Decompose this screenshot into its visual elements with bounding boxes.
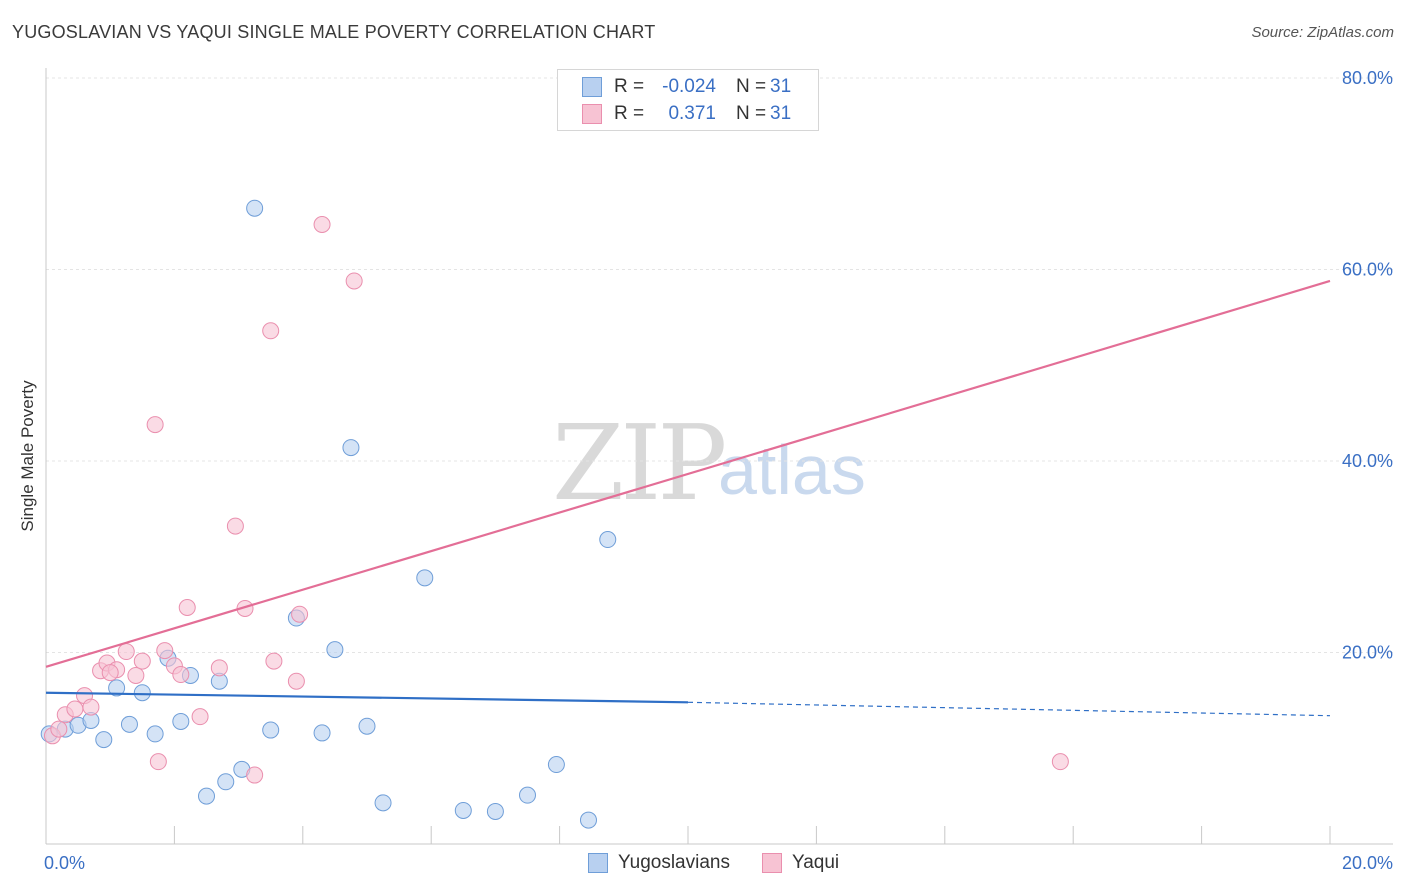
data-point-blue — [454, 801, 472, 819]
data-point-pink — [191, 708, 209, 726]
n-label: N = — [736, 103, 767, 124]
data-point-pink — [149, 753, 167, 771]
data-point-pink — [226, 517, 244, 535]
data-point-blue — [146, 725, 164, 743]
r-label: R = — [614, 76, 645, 97]
data-point-blue — [217, 773, 235, 791]
data-point-pink — [265, 652, 283, 670]
data-point-pink — [117, 643, 135, 661]
data-point-blue — [416, 569, 434, 587]
legend-swatch-blue — [582, 77, 602, 97]
y-tick-label: 40.0% — [1342, 451, 1393, 471]
r-value: -0.024 — [662, 76, 716, 97]
data-point-blue — [313, 724, 331, 742]
legend-swatch-pink — [582, 104, 602, 124]
data-point-pink — [101, 664, 119, 682]
legend-swatch-pink — [761, 853, 782, 873]
data-point-blue — [374, 794, 392, 812]
series-legend: Yugoslavians Yaqui — [588, 852, 871, 874]
data-point-blue — [262, 721, 280, 739]
data-point-pink — [50, 720, 68, 738]
r-value: 0.371 — [668, 103, 716, 124]
data-point-pink — [127, 666, 145, 684]
data-point-pink — [287, 672, 305, 690]
data-point-pink — [156, 642, 174, 660]
y-tick-label: 20.0% — [1342, 643, 1393, 663]
data-point-pink — [210, 659, 228, 677]
x-tick-label: 0.0% — [44, 853, 85, 873]
legend-row-yaqui: R = 0.371 N = 31 — [582, 101, 791, 127]
data-point-pink — [178, 598, 196, 616]
x-tick-label: 20.0% — [1342, 853, 1393, 873]
data-point-pink — [1051, 753, 1069, 771]
data-point-pink — [246, 766, 264, 784]
trend-line-yaqui — [45, 279, 1331, 668]
r-label: R = — [614, 103, 645, 124]
data-point-pink — [291, 605, 309, 623]
legend-label: Yaqui — [791, 852, 840, 873]
data-point-blue — [599, 531, 617, 549]
data-point-blue — [95, 731, 113, 749]
data-point-blue — [579, 811, 597, 829]
n-label: N = — [736, 76, 767, 97]
data-point-blue — [486, 802, 504, 820]
legend-item-yaqui[interactable]: Yaqui — [761, 852, 840, 874]
source-label: Source: ZipAtlas.com — [1251, 24, 1394, 41]
watermark-atlas: atlas — [718, 431, 866, 509]
data-point-pink — [146, 416, 164, 434]
data-point-pink — [345, 272, 363, 290]
data-point-blue — [547, 756, 565, 774]
data-point-blue — [358, 717, 376, 735]
data-point-pink — [66, 700, 84, 718]
data-point-blue — [120, 715, 138, 733]
n-value: 31 — [770, 103, 792, 124]
data-point-blue — [519, 786, 536, 804]
correlation-legend: R = -0.024 N = 31 R = 0.371 N = 31 — [557, 69, 819, 131]
trend-line-yugoslavians — [45, 691, 689, 704]
chart-title: YUGOSLAVIAN VS YAQUI SINGLE MALE POVERTY… — [12, 22, 656, 42]
n-value: 31 — [770, 76, 792, 97]
data-point-blue — [326, 641, 344, 659]
legend-swatch-blue — [588, 853, 608, 873]
data-point-blue — [172, 712, 190, 730]
data-point-pink — [133, 652, 151, 670]
trend-line-yugoslavians-extension — [687, 701, 1331, 717]
y-tick-label: 80.0% — [1342, 68, 1393, 88]
y-tick-label: 60.0% — [1342, 260, 1393, 280]
data-point-pink — [82, 698, 100, 716]
watermark-zip: ZIP — [552, 402, 727, 524]
data-point-blue — [108, 679, 126, 697]
data-point-blue — [198, 787, 215, 805]
data-point-blue — [133, 684, 151, 702]
data-point-pink — [262, 322, 280, 340]
legend-item-yugoslavians[interactable]: Yugoslavians — [588, 852, 730, 874]
data-point-pink — [172, 666, 190, 684]
legend-row-yugoslavians: R = -0.024 N = 31 — [582, 74, 791, 100]
legend-label: Yugoslavians — [618, 852, 730, 873]
data-point-blue — [246, 199, 264, 217]
data-point-blue — [342, 439, 360, 457]
data-point-pink — [313, 215, 331, 233]
